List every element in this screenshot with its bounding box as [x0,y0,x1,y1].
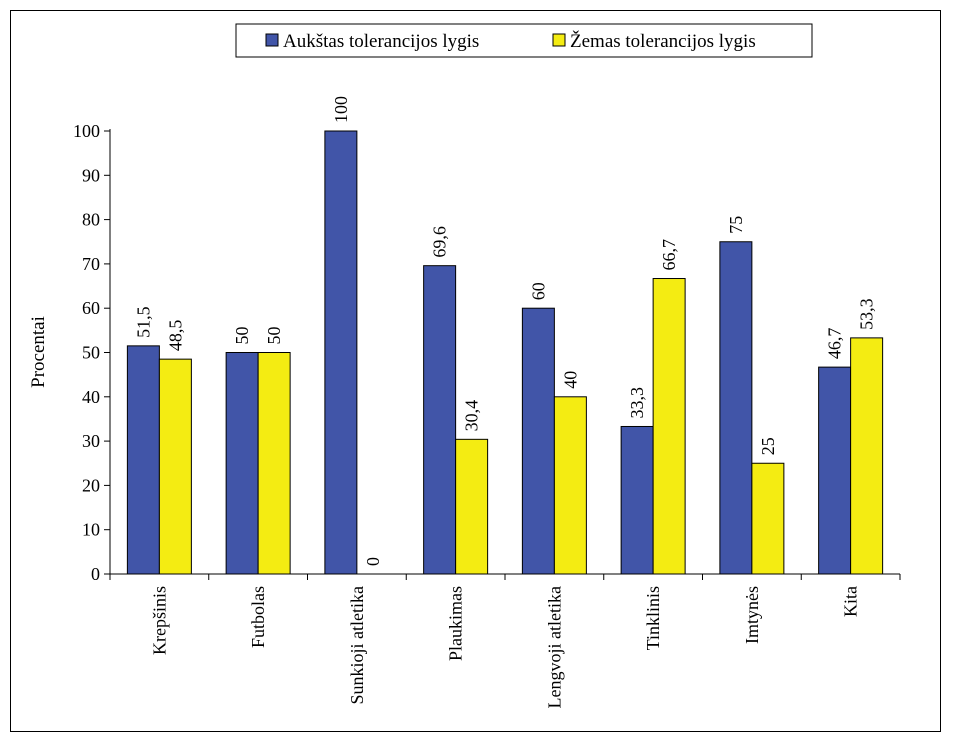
legend-swatch-low [552,33,566,47]
legend: Aukštas tolerancijos lygis Žemas toleran… [235,23,813,58]
data-label: 53,3 [857,298,877,330]
data-label: 40 [560,371,580,389]
bar [719,241,753,575]
bar [521,307,555,575]
y-tick-label: 60 [82,298,100,318]
x-category-label: Lengvoji atletika [544,586,564,708]
data-label: 69,6 [430,226,450,258]
data-label: 33,3 [627,387,647,419]
y-tick-label: 40 [82,387,100,407]
y-tick-label: 80 [82,210,100,230]
bar [257,352,291,575]
data-label: 48,5 [165,320,185,352]
y-axis-title: Procentai [28,316,49,388]
data-label: 100 [331,96,351,123]
bar [818,366,852,575]
data-label: 50 [264,327,284,345]
x-category-label: Plaukimas [446,586,466,661]
x-category-label: Tinklinis [643,586,663,650]
x-category-label: Kita [841,586,861,617]
bar [652,278,686,575]
data-label: 51,5 [133,306,153,338]
y-tick-label: 0 [91,564,100,584]
y-tick-label: 10 [82,520,100,540]
plot-area: 0 10 20 30 40 50 60 70 80 90 100 51,5 48,5 Krepšinis 5… [73,96,901,708]
legend-label-high: Aukštas tolerancijos lygis [283,31,479,52]
bar [324,130,358,575]
data-label: 75 [726,216,746,234]
bar [423,265,457,575]
legend-label-low: Žemas tolerancijos lygis [570,30,756,52]
x-category-label: Imtynės [742,586,762,644]
data-label: 46,7 [825,328,845,360]
bar [158,358,192,575]
bar [620,425,654,575]
x-category-label: Sunkioji atletika [347,586,367,705]
data-label: 50 [232,327,252,345]
data-label: 25 [758,437,778,455]
bar [225,352,259,575]
y-tick-label: 90 [82,165,100,185]
y-tick-label: 100 [73,121,100,141]
bar [850,337,884,575]
x-category-label: Krepšinis [149,586,169,655]
data-label: 0 [363,557,383,566]
legend-box [235,23,813,58]
y-tick-label: 50 [82,343,100,363]
data-label: 60 [528,282,548,300]
y-tick-label: 30 [82,431,100,451]
y-tick-label: 70 [82,254,100,274]
data-label: 66,7 [659,239,679,271]
bar [455,438,489,575]
bar [126,345,160,575]
bar [751,462,785,575]
x-category-label: Futbolas [248,586,268,648]
bar [553,396,587,575]
legend-swatch-high [265,33,279,47]
data-label: 30,4 [462,400,482,432]
y-tick-label: 20 [82,475,100,495]
